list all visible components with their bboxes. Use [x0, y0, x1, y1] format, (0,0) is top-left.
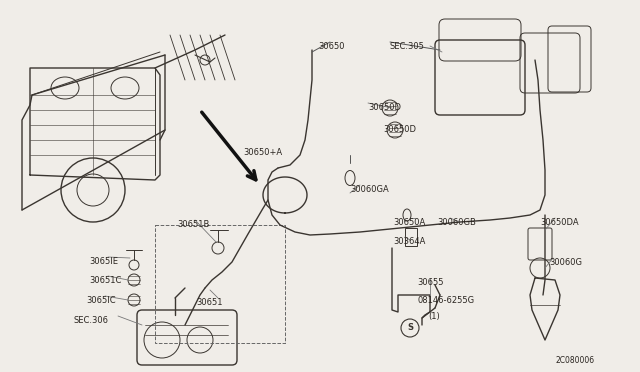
Text: 30650D: 30650D [383, 125, 416, 134]
Text: 30650A: 30650A [393, 218, 425, 227]
Text: SEC.306: SEC.306 [73, 316, 108, 325]
Text: 2C080006: 2C080006 [556, 356, 595, 365]
Text: 30651B: 30651B [177, 220, 209, 229]
Text: 30364A: 30364A [393, 237, 426, 246]
Text: 08146-6255G: 08146-6255G [417, 296, 474, 305]
Bar [405, 228, 417, 246]
Text: 30060G: 30060G [549, 258, 582, 267]
Text: S: S [407, 324, 413, 333]
Text: 30650DA: 30650DA [540, 218, 579, 227]
Text: 30655: 30655 [417, 278, 444, 287]
Text: 3065IC: 3065IC [86, 296, 116, 305]
Text: 3065IE: 3065IE [89, 257, 118, 266]
Text: 30060GB: 30060GB [437, 218, 476, 227]
Text: 30651: 30651 [196, 298, 223, 307]
Text: 30650+A: 30650+A [243, 148, 282, 157]
Text: (1): (1) [428, 312, 440, 321]
Text: 30651C: 30651C [89, 276, 122, 285]
Bar [155, 225, 285, 343]
Text: SEC.305: SEC.305 [390, 42, 425, 51]
Text: 30650D: 30650D [368, 103, 401, 112]
Text: 30650: 30650 [318, 42, 344, 51]
Text: 30060GA: 30060GA [350, 185, 388, 194]
